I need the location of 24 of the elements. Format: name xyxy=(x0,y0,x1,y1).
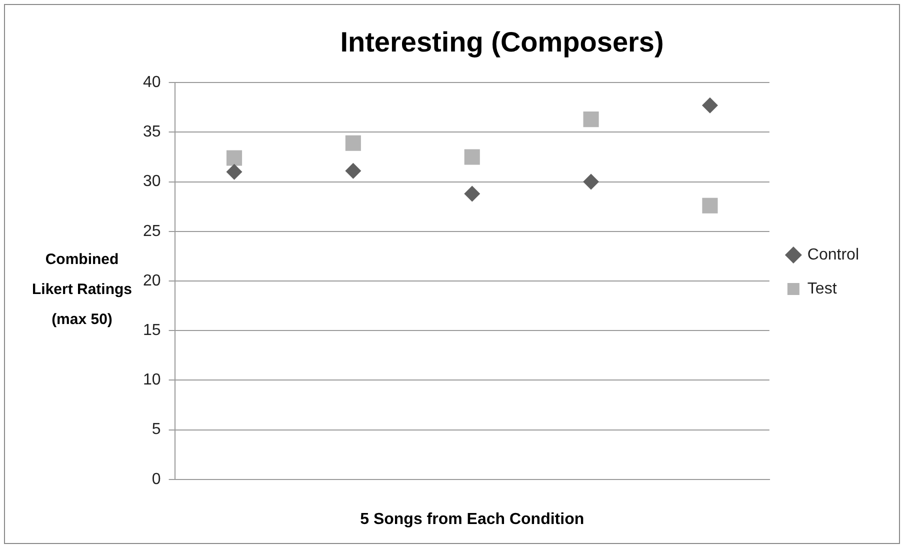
point xyxy=(226,150,242,166)
y-tick-label: 40 xyxy=(143,74,161,92)
chart-title: Interesting (Composers) xyxy=(340,26,664,58)
legend-label: Test xyxy=(807,280,838,298)
point xyxy=(702,97,718,114)
y-tick-label: 25 xyxy=(143,222,161,240)
y-axis-title: Combined Likert Ratings (max 50) xyxy=(30,250,134,330)
point xyxy=(464,186,480,202)
x-axis-title: 5 Songs from Each Condition xyxy=(360,510,584,528)
point xyxy=(345,135,361,151)
legend-label: Control xyxy=(807,246,859,264)
y-tick-label: 35 xyxy=(143,124,161,141)
point xyxy=(702,198,718,214)
y-tick-label: 15 xyxy=(143,322,161,340)
point xyxy=(583,112,599,128)
y-tick-label: 20 xyxy=(143,272,161,290)
y-tick-label: 0 xyxy=(152,470,161,488)
y-tick-label: 5 xyxy=(152,421,161,438)
y-tick-label: 10 xyxy=(143,372,161,389)
y-tick-label: 30 xyxy=(143,173,161,190)
point xyxy=(345,162,362,179)
point xyxy=(464,149,480,165)
point xyxy=(226,164,242,180)
point xyxy=(583,174,600,190)
